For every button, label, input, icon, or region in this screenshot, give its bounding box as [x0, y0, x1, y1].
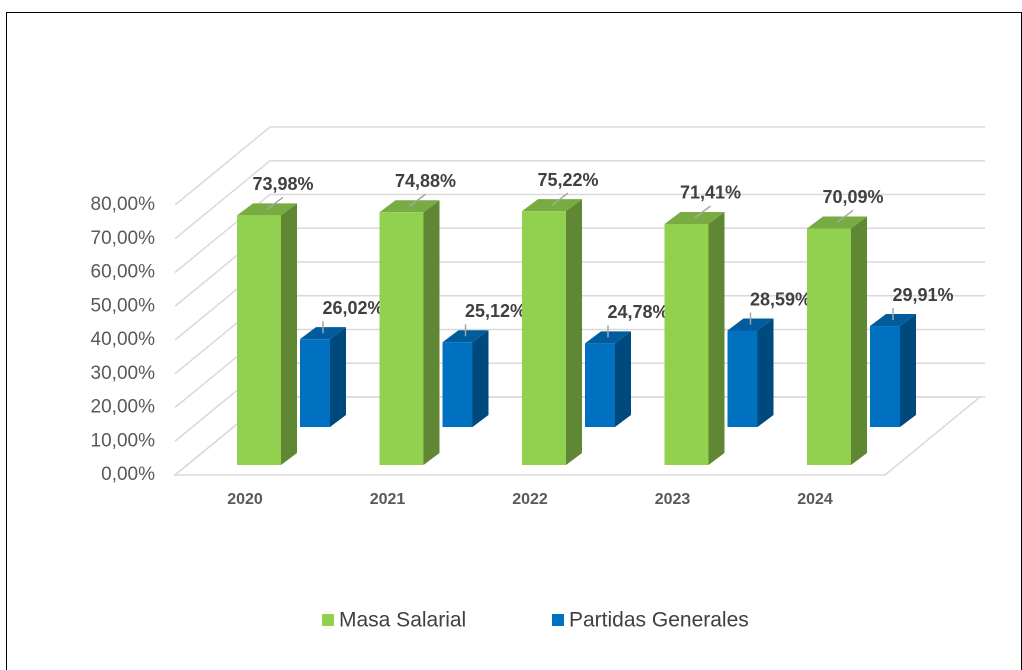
y-tick-label: 50,00%: [91, 295, 156, 316]
value-label: 24,78%: [607, 302, 668, 322]
bar: [727, 330, 758, 427]
grid-line: [174, 193, 985, 274]
bar: [870, 326, 900, 427]
bar-side: [900, 314, 916, 427]
leader-line: [409, 193, 426, 207]
bar: [807, 228, 851, 465]
x-tick-label: 2020: [227, 491, 263, 508]
legend-label: Masa Salarial: [339, 609, 466, 632]
grid-line: [174, 160, 985, 240]
value-label: 28,59%: [750, 289, 811, 309]
bar-side: [757, 318, 774, 427]
bar-side: [851, 216, 867, 465]
bar: [237, 215, 281, 465]
bar: [664, 223, 709, 465]
value-label: 70,09%: [822, 187, 883, 207]
y-tick-label: 30,00%: [91, 363, 156, 384]
frame: [6, 12, 1022, 670]
bar: [300, 339, 330, 427]
legend-swatch: [322, 614, 334, 626]
y-tick-label: 70,00%: [91, 228, 156, 249]
value-label: 26,02%: [322, 298, 383, 318]
bar-side: [566, 199, 582, 465]
value-label: 29,91%: [892, 285, 953, 305]
y-tick-label: 80,00%: [91, 194, 156, 215]
bar-side: [472, 330, 489, 427]
bar: [442, 342, 473, 427]
y-tick-label: 40,00%: [91, 329, 156, 350]
grid-line: [174, 126, 985, 206]
y-tick-label: 20,00%: [91, 397, 156, 418]
x-tick-label: 2023: [655, 491, 691, 508]
value-label: 73,98%: [252, 174, 313, 194]
value-label: 75,22%: [537, 170, 598, 190]
leader-line: [836, 209, 854, 224]
bar: [522, 211, 566, 465]
leader-line: [266, 196, 284, 210]
bar-side: [330, 327, 346, 427]
x-tick-label: 2024: [797, 491, 833, 508]
bar-side: [708, 211, 725, 465]
value-label: 74,88%: [395, 171, 456, 191]
value-label: 71,41%: [680, 183, 741, 203]
bar-side: [423, 200, 440, 465]
value-label: 25,12%: [465, 301, 526, 321]
bar: [379, 212, 424, 465]
x-tick-label: 2021: [370, 491, 406, 508]
y-tick-label: 0,00%: [101, 464, 155, 485]
bar: [585, 343, 615, 427]
legend-label: Partidas Generales: [569, 609, 749, 632]
leader-line: [551, 192, 569, 206]
bar-side: [281, 203, 297, 465]
x-tick-label: 2022: [512, 491, 548, 508]
leader-line: [694, 205, 711, 219]
y-tick-label: 60,00%: [91, 262, 156, 283]
bar-side: [615, 331, 631, 427]
legend-swatch: [552, 614, 564, 626]
y-tick-label: 10,00%: [91, 430, 156, 451]
